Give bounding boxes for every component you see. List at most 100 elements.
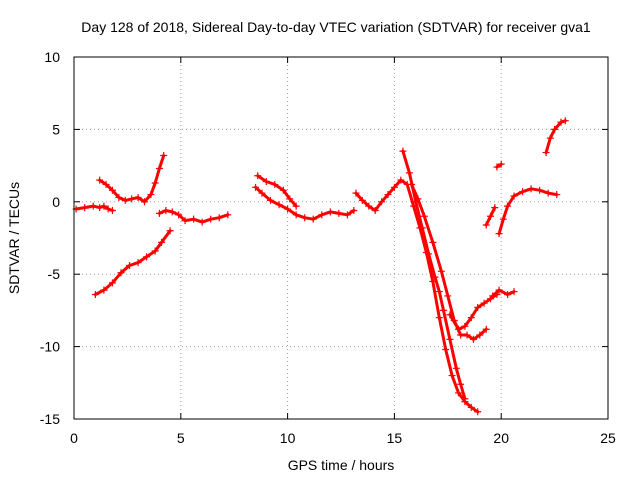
data-point xyxy=(444,292,452,300)
series-arc-5 xyxy=(252,183,358,223)
data-point xyxy=(437,267,445,275)
data-point xyxy=(121,196,129,204)
data-point xyxy=(519,188,527,196)
data-point xyxy=(155,164,163,172)
data-point xyxy=(286,195,294,203)
data-point xyxy=(510,192,518,200)
data-point xyxy=(435,314,443,322)
data-point xyxy=(399,147,407,155)
data-point xyxy=(126,262,134,270)
data-point xyxy=(352,189,360,197)
data-point xyxy=(487,212,495,220)
data-point xyxy=(429,238,437,246)
data-point xyxy=(166,227,174,235)
data-point xyxy=(446,311,454,319)
series-line xyxy=(448,293,499,331)
data-point xyxy=(397,176,405,184)
data-point xyxy=(448,372,456,380)
data-point xyxy=(175,211,183,219)
data-point xyxy=(151,247,159,255)
data-point xyxy=(134,259,142,267)
data-point xyxy=(258,189,266,197)
series-arc-1 xyxy=(72,202,116,214)
data-point xyxy=(461,322,469,330)
data-point xyxy=(181,217,189,225)
y-tick-labels: -15 -10 -5 0 5 10 xyxy=(40,49,60,427)
data-point xyxy=(162,206,170,214)
data-point xyxy=(350,206,358,214)
data-point xyxy=(454,325,462,333)
data-point xyxy=(158,238,166,246)
data-point xyxy=(418,224,426,232)
data-point xyxy=(215,214,223,222)
data-point xyxy=(463,331,471,339)
series-line xyxy=(354,178,480,414)
data-point xyxy=(454,389,462,397)
y-tick-label: 5 xyxy=(52,121,60,137)
data-point xyxy=(510,288,518,296)
data-point xyxy=(309,215,317,223)
data-point xyxy=(474,408,482,416)
data-point xyxy=(452,364,460,372)
axis-ticks xyxy=(73,56,609,420)
data-point xyxy=(254,172,262,180)
series-line xyxy=(410,182,488,341)
data-point xyxy=(384,191,392,199)
data-point xyxy=(207,215,215,223)
data-point xyxy=(358,196,366,204)
data-point xyxy=(89,202,97,210)
data-point xyxy=(457,380,465,388)
data-point xyxy=(108,206,116,214)
grid-lines xyxy=(74,57,608,419)
data-point xyxy=(262,178,270,186)
data-point xyxy=(91,290,99,298)
data-point xyxy=(495,286,503,294)
data-point xyxy=(365,202,373,210)
data-point xyxy=(108,186,116,194)
data-point xyxy=(497,160,505,168)
series-arc-7 xyxy=(352,176,482,416)
x-tick-label: 5 xyxy=(177,430,185,446)
x-tick-label: 25 xyxy=(600,430,616,446)
series-arc-4 xyxy=(155,206,232,226)
data-point xyxy=(527,185,535,193)
series-line xyxy=(93,229,172,296)
series-line xyxy=(491,288,516,298)
data-point xyxy=(151,179,159,187)
data-point xyxy=(467,314,475,322)
data-point xyxy=(284,205,292,213)
data-point xyxy=(482,325,490,333)
series-arc-2 xyxy=(96,151,168,206)
series-arc-15 xyxy=(542,117,569,157)
data-point xyxy=(128,195,136,203)
y-tick-label: -10 xyxy=(40,339,60,355)
data-point xyxy=(96,176,104,184)
data-point xyxy=(279,186,287,194)
data-point xyxy=(469,335,477,343)
data-point xyxy=(140,198,148,206)
data-point xyxy=(81,204,89,212)
data-point xyxy=(301,214,309,222)
data-point xyxy=(115,193,123,201)
series-arc-6 xyxy=(254,172,300,210)
data-point xyxy=(108,279,116,287)
data-point xyxy=(104,205,112,213)
data-point xyxy=(102,180,110,188)
data-point xyxy=(495,230,503,238)
data-point xyxy=(275,201,283,209)
data-point xyxy=(378,198,386,206)
data-point xyxy=(292,202,300,210)
data-point xyxy=(160,151,168,159)
data-point xyxy=(267,196,275,204)
chart-title: Day 128 of 2018, Sidereal Day-to-day VTE… xyxy=(81,19,591,35)
series-arc-8 xyxy=(399,147,469,403)
data-point xyxy=(224,211,232,219)
data-point xyxy=(551,125,559,133)
series-arc-13 xyxy=(493,160,505,171)
data-point xyxy=(100,202,108,210)
data-point xyxy=(147,191,155,199)
plot-frame xyxy=(73,56,609,420)
data-point xyxy=(414,195,422,203)
y-tick-label: -5 xyxy=(48,266,61,282)
